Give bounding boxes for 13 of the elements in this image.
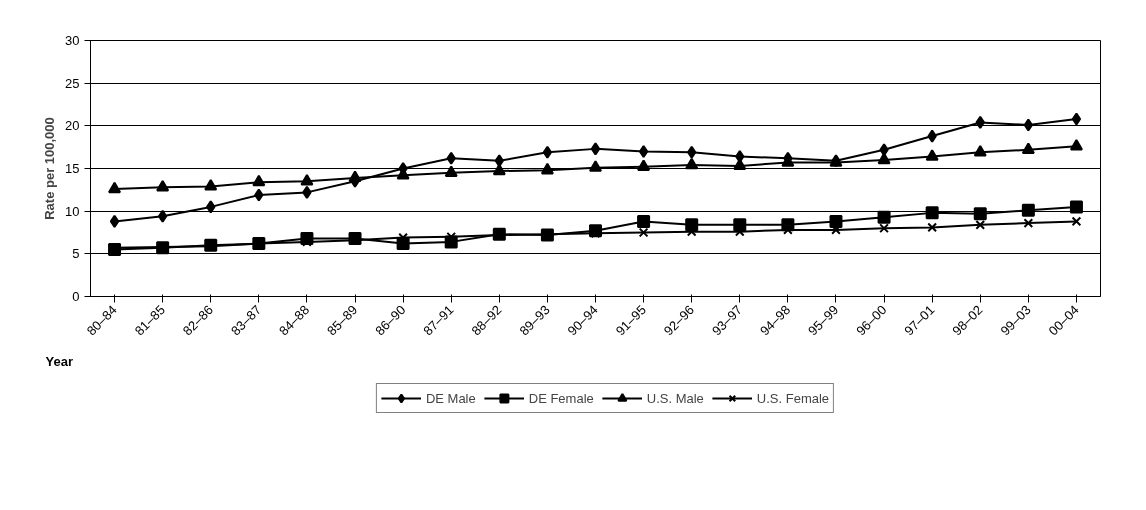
y-tick-label: 0 — [72, 289, 80, 304]
y-tick-label: 5 — [72, 246, 80, 262]
y-tick-label: 20 — [65, 118, 80, 134]
x-axis-title: Year — [45, 353, 73, 369]
legend-label: U.S. Female — [756, 390, 830, 406]
y-tick-label: 10 — [65, 203, 80, 219]
legend-label: DE Female — [528, 390, 594, 406]
legend-label: U.S. Male — [646, 390, 704, 406]
y-tick-label: 15 — [65, 161, 80, 176]
y-tick-label: 25 — [65, 75, 80, 91]
y-tick-label: 30 — [65, 33, 80, 48]
y-axis-title: Rate per 100,000 — [42, 117, 58, 220]
legend-label: DE Male — [425, 390, 476, 406]
